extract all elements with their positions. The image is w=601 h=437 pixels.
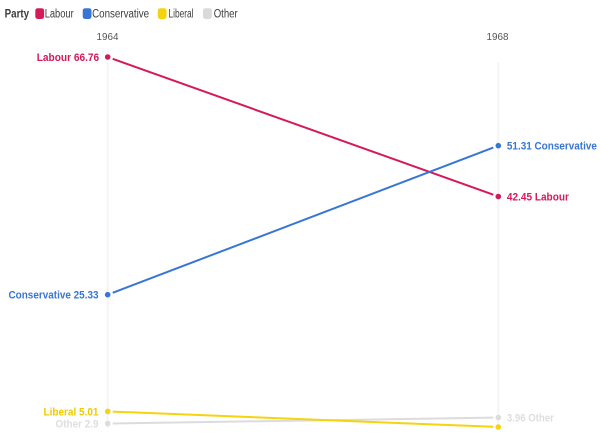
svg-text:Labour: Labour <box>45 9 74 21</box>
svg-text:Other 2.9: Other 2.9 <box>56 418 99 430</box>
svg-text:Liberal: Liberal <box>169 9 194 21</box>
svg-text:3.96 Other: 3.96 Other <box>507 413 555 425</box>
svg-text:Labour 66.76: Labour 66.76 <box>37 52 100 64</box>
svg-text:Other: Other <box>214 9 238 21</box>
svg-text:Conservative 25.33: Conservative 25.33 <box>9 290 99 302</box>
svg-text:1968: 1968 <box>487 31 509 43</box>
svg-text:42.45 Labour: 42.45 Labour <box>507 192 570 204</box>
svg-text:1964: 1964 <box>97 31 119 43</box>
svg-text:Liberal 5.01: Liberal 5.01 <box>44 406 99 418</box>
svg-text:Party: Party <box>5 9 30 21</box>
svg-text:51.31 Conservative: 51.31 Conservative <box>507 141 597 153</box>
svg-text:Conservative: Conservative <box>92 9 149 21</box>
